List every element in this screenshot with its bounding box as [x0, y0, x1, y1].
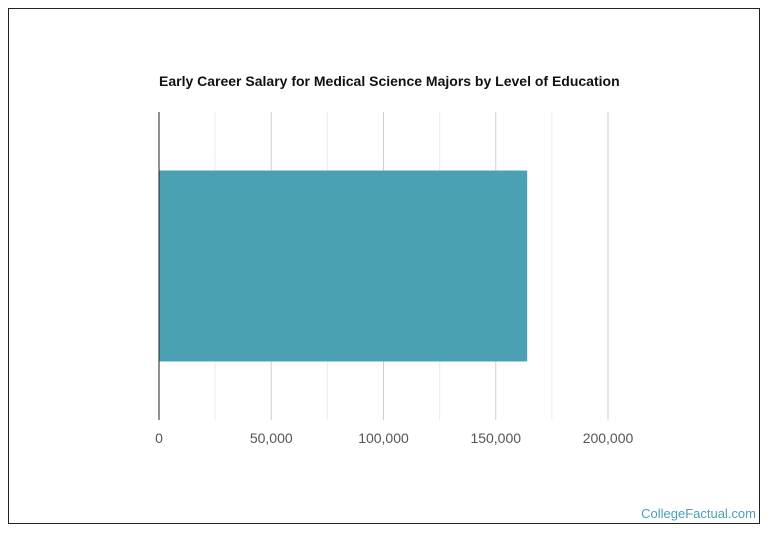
x-tick-label: 200,000	[583, 430, 634, 446]
credit-link[interactable]: CollegeFactual.com	[641, 506, 756, 521]
x-tick-labels: 0 50,000 100,000 150,000 200,000	[155, 430, 633, 446]
chart-title: Early Career Salary for Medical Science …	[159, 73, 620, 89]
bar[interactable]	[159, 170, 528, 362]
x-tick-label: 100,000	[358, 430, 409, 446]
x-tick-label: 150,000	[470, 430, 521, 446]
x-tick-label: 0	[155, 430, 163, 446]
bars	[159, 170, 528, 362]
x-tick-label: 50,000	[250, 430, 293, 446]
